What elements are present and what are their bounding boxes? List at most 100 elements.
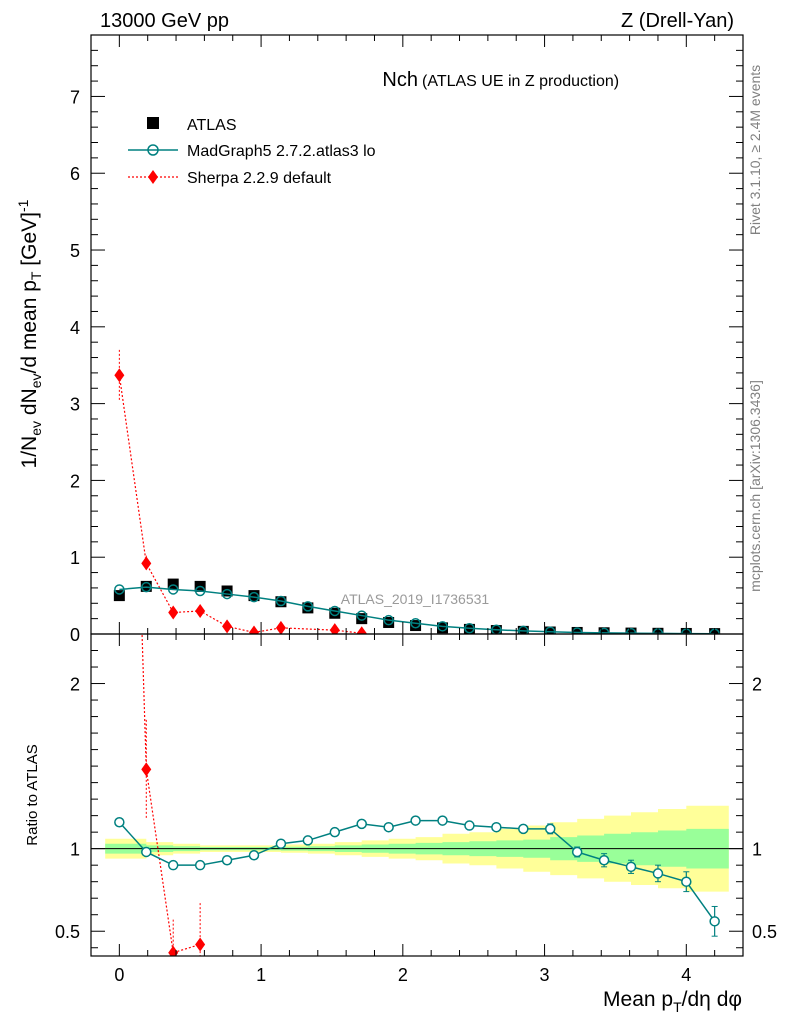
header-energy: 13000 GeV pp [100,10,229,32]
x-axis-label: Mean pT/dη dφ [603,988,742,1015]
sherpa-point [195,603,206,618]
ratio-madgraph-point [356,818,367,830]
plot-subtitle: (ATLAS UE in Z production) [422,73,619,90]
ratio-madgraph-point [221,854,233,866]
ratio-madgraph-point [681,876,692,887]
madgraph-line [119,586,715,634]
svg-text:1/Nev dNev/d mean pT [GeV]-1: 1/Nev dNev/d mean pT [GeV]-1 [15,199,44,468]
atlas-point [329,607,341,619]
madgraph-point [464,622,475,634]
ratio-madgraph-point [141,846,152,858]
legend-sherpa-label: Sherpa 2.2.9 default [187,170,332,187]
madgraph-point [437,621,448,632]
sherpa-point [275,620,286,634]
ratio-sherpa-point [141,762,152,777]
rivet-version-label: Rivet 3.1.10, ≥ 2.4M events [747,65,763,235]
y-tick-label-main: 1 [70,548,80,568]
legend-atlas-label: ATLAS [187,117,237,134]
x-tick-label: 1 [256,965,266,985]
madgraph-point [598,627,610,634]
ratio-sherpa-line [141,634,201,954]
ratio-madgraph-point [248,850,260,861]
madgraph-point [141,581,152,593]
ratio-madgraph-point [275,838,287,849]
legend-madgraph-marker [147,144,159,156]
x-tick-label: 3 [540,965,550,985]
ratio-madgraph-point [518,823,529,835]
legend-madgraph-label: MadGraph5 2.7.2.atlas3 lo [187,143,376,160]
atlas-point [517,625,529,634]
sherpa-point [168,605,179,620]
atlas-point [383,616,395,628]
x-tick-label: 2 [398,965,408,985]
madgraph-point [491,624,502,634]
y-tick-label-main: 4 [70,318,80,338]
madgraph-point [167,584,179,595]
madgraph-point [221,588,233,600]
ratio-madgraph-point [167,859,179,871]
ratio-madgraph-point [329,826,341,838]
ratio-madgraph-point [709,916,720,927]
y-tick-label-main: 5 [70,241,80,261]
ratio-plot-frame [90,633,744,957]
ratio-madgraph-point [410,815,421,826]
svg-text:Mean pT/dη dφ: Mean pT/dη dφ [603,988,742,1015]
madgraph-point [625,627,637,634]
ratio-madgraph-point [114,816,125,828]
ratio-sherpa-point [195,937,206,952]
plot-title: Nch [382,69,418,91]
madgraph-point [383,614,394,626]
atlas-point [356,613,368,625]
sherpa-point [329,623,340,634]
y-tick-label-main: 6 [70,164,80,184]
ratio-madgraph-point [652,868,664,879]
madgraph-point [302,601,314,612]
ratio-uncertainty-bands [91,805,743,892]
atlas-point [598,627,610,634]
sherpa-line [118,375,362,634]
y-tick-label-main: 7 [70,87,80,107]
madgraph-point [544,626,556,634]
y-tick-label-ratio: 0.5 [55,922,80,942]
ratio-madgraph-point [437,815,448,826]
ratio-madgraph-point [544,823,556,835]
atlas-point [167,578,179,590]
ratio-madgraph-point [464,820,475,831]
ratio-series [114,634,720,956]
madgraph-point [248,591,260,603]
atlas-point [544,626,556,634]
legend: ATLAS MadGraph5 2.7.2.atlas3 lo Sherpa 2… [128,117,376,187]
y-tick-label-main: 0 [70,625,80,645]
header-process: Z (Drell-Yan) [621,10,734,32]
ratio-madgraph-point [383,821,394,833]
ratio-madgraph-point [598,854,610,866]
y-tick-label-ratio-right: 2 [752,675,762,695]
atlas-point [275,596,287,608]
sherpa-point [356,626,367,634]
madgraph-point [410,617,421,629]
atlas-point [113,590,125,602]
axis-ticks: 0 1 2 3 4 0 1 2 3 4 5 6 7 0.5 0.5 1 1 2 2 [55,34,777,985]
ratio-madgraph-point [491,821,502,833]
atlas-point [302,602,314,614]
atlas-point [248,590,260,602]
sherpa-point [141,556,152,571]
x-tick-label: 4 [681,965,691,985]
y-tick-label-ratio: 2 [70,675,80,695]
y-tick-label-main: 2 [70,471,80,491]
atlas-point [140,580,152,592]
y-tick-label-main: 3 [70,395,80,415]
atlas-point [410,620,422,632]
madgraph-point [194,585,206,597]
madgraph-point [518,625,529,634]
sherpa-point [114,368,125,383]
madgraph-point [356,610,367,621]
main-y-axis-label: 1/Nev dNev/d mean pT [GeV]-1 [15,199,44,468]
madgraph-point [114,584,125,595]
atlas-point [571,626,583,634]
y-tick-label-ratio-right: 0.5 [752,922,777,942]
atlas-point [221,585,233,597]
madgraph-point [275,595,287,607]
legend-atlas-marker [147,117,159,129]
